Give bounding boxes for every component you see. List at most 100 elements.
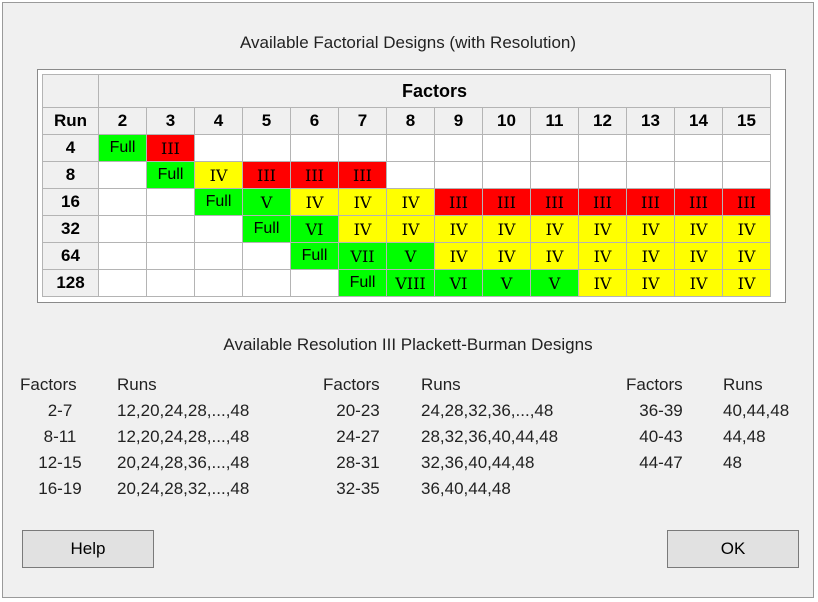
design-table: Factors Run 2 3 4 5 6 7 8 9 10 11 12 13 14 15 4 Full II… <box>42 74 771 297</box>
run-header: Run <box>42 107 99 135</box>
pb-runs: 40,44,48 <box>723 401 790 420</box>
factor-header-cell: 4 <box>194 107 243 135</box>
design-cell[interactable]: IV <box>338 215 387 243</box>
table-row: 32 Full VI IV IV IV IV IV IV IV IV IV <box>42 215 771 243</box>
pb-factor-range: 2-7 <box>47 401 73 420</box>
design-cell[interactable]: V <box>482 269 531 297</box>
design-cell[interactable]: IV <box>434 242 483 270</box>
design-cell[interactable]: IV <box>578 242 627 270</box>
factor-header-cell: 10 <box>482 107 531 135</box>
design-cell <box>530 161 579 189</box>
factor-number-row: Run 2 3 4 5 6 7 8 9 10 11 12 13 14 15 <box>42 107 771 135</box>
design-cell[interactable]: III <box>626 188 675 216</box>
pb-runs: 28,32,36,40,44,48 <box>421 427 559 446</box>
pb-factor-range: 24-27 <box>336 427 380 446</box>
design-cell[interactable]: III <box>338 161 387 189</box>
design-cell <box>290 134 339 162</box>
design-cell[interactable]: V <box>530 269 579 297</box>
design-cell[interactable]: IV <box>194 161 243 189</box>
run-size-cell: 4 <box>42 134 99 162</box>
design-cell <box>338 134 387 162</box>
design-cell[interactable]: VII <box>338 242 387 270</box>
design-cell <box>146 269 195 297</box>
design-cell[interactable]: Full <box>146 161 195 189</box>
design-cell <box>386 161 435 189</box>
design-cell[interactable]: IV <box>674 269 723 297</box>
pb-runs: 36,40,44,48 <box>421 479 511 498</box>
design-cell[interactable]: III <box>578 188 627 216</box>
pb-runs-header: Runs <box>117 375 157 394</box>
design-cell[interactable]: IV <box>626 242 675 270</box>
design-cell[interactable]: IV <box>626 269 675 297</box>
design-cell <box>98 242 147 270</box>
design-cell[interactable]: IV <box>434 215 483 243</box>
factor-header-cell: 2 <box>98 107 147 135</box>
design-cell[interactable]: IV <box>386 188 435 216</box>
design-cell[interactable]: Full <box>194 188 243 216</box>
design-cell <box>482 134 531 162</box>
pb-factor-range: 28-31 <box>336 453 380 472</box>
design-cell[interactable]: V <box>242 188 291 216</box>
design-cell[interactable]: III <box>530 188 579 216</box>
factor-header-cell: 15 <box>722 107 771 135</box>
design-cell[interactable]: VI <box>434 269 483 297</box>
design-cell <box>242 242 291 270</box>
design-cell[interactable]: III <box>290 161 339 189</box>
factor-header-cell: 8 <box>386 107 435 135</box>
design-cell[interactable]: IV <box>674 215 723 243</box>
design-cell[interactable]: IV <box>530 215 579 243</box>
design-cell <box>98 188 147 216</box>
design-cell[interactable]: VI <box>290 215 339 243</box>
pb-runs: 20,24,28,36,...,48 <box>117 453 250 472</box>
design-cell[interactable]: IV <box>626 215 675 243</box>
design-cell[interactable]: IV <box>722 242 771 270</box>
design-cell <box>146 242 195 270</box>
design-cell[interactable]: IV <box>338 188 387 216</box>
design-cell[interactable]: IV <box>674 242 723 270</box>
design-cell[interactable]: III <box>674 188 723 216</box>
design-cell <box>386 134 435 162</box>
table-row: 4 Full III <box>42 134 771 162</box>
pb-factors-header: Factors <box>20 375 77 394</box>
design-cell <box>434 134 483 162</box>
pb-runs: 32,36,40,44,48 <box>421 453 535 472</box>
design-cell[interactable]: Full <box>290 242 339 270</box>
design-cell[interactable]: III <box>242 161 291 189</box>
design-cell[interactable]: IV <box>722 215 771 243</box>
pb-runs: 24,28,32,36,...,48 <box>421 401 554 420</box>
help-button[interactable]: Help <box>22 530 154 568</box>
design-cell[interactable]: III <box>434 188 483 216</box>
design-cell[interactable]: IV <box>722 269 771 297</box>
run-size-cell: 128 <box>42 269 99 297</box>
pb-runs: 48 <box>723 453 742 472</box>
design-cell <box>290 269 339 297</box>
design-cell[interactable]: IV <box>482 242 531 270</box>
design-cell[interactable]: Full <box>242 215 291 243</box>
table-row: 128 Full VIII VI V V IV IV IV IV <box>42 269 771 297</box>
design-cell[interactable]: IV <box>530 242 579 270</box>
design-cell[interactable]: VIII <box>386 269 435 297</box>
run-size-cell: 32 <box>42 215 99 243</box>
table-row: 16 Full V IV IV IV III III III III III III III <box>42 188 771 216</box>
design-cell[interactable]: III <box>722 188 771 216</box>
design-cell[interactable]: IV <box>290 188 339 216</box>
design-cell <box>146 188 195 216</box>
design-cell[interactable]: IV <box>482 215 531 243</box>
design-cell[interactable]: Full <box>98 134 147 162</box>
design-cell[interactable]: III <box>482 188 531 216</box>
design-cell[interactable]: IV <box>386 215 435 243</box>
design-cell <box>674 161 723 189</box>
pb-factor-range: 36-39 <box>639 401 683 420</box>
pb-runs: 12,20,24,28,...,48 <box>117 401 250 420</box>
design-cell[interactable]: IV <box>578 269 627 297</box>
design-cell[interactable]: V <box>386 242 435 270</box>
pb-factor-range: 44-47 <box>639 453 683 472</box>
design-cell[interactable]: IV <box>578 215 627 243</box>
design-cell[interactable]: III <box>146 134 195 162</box>
pb-runs-header: Runs <box>421 375 461 394</box>
design-cell[interactable]: Full <box>338 269 387 297</box>
factor-header-cell: 7 <box>338 107 387 135</box>
pb-factor-range: 32-35 <box>336 479 380 498</box>
ok-button[interactable]: OK <box>667 530 799 568</box>
